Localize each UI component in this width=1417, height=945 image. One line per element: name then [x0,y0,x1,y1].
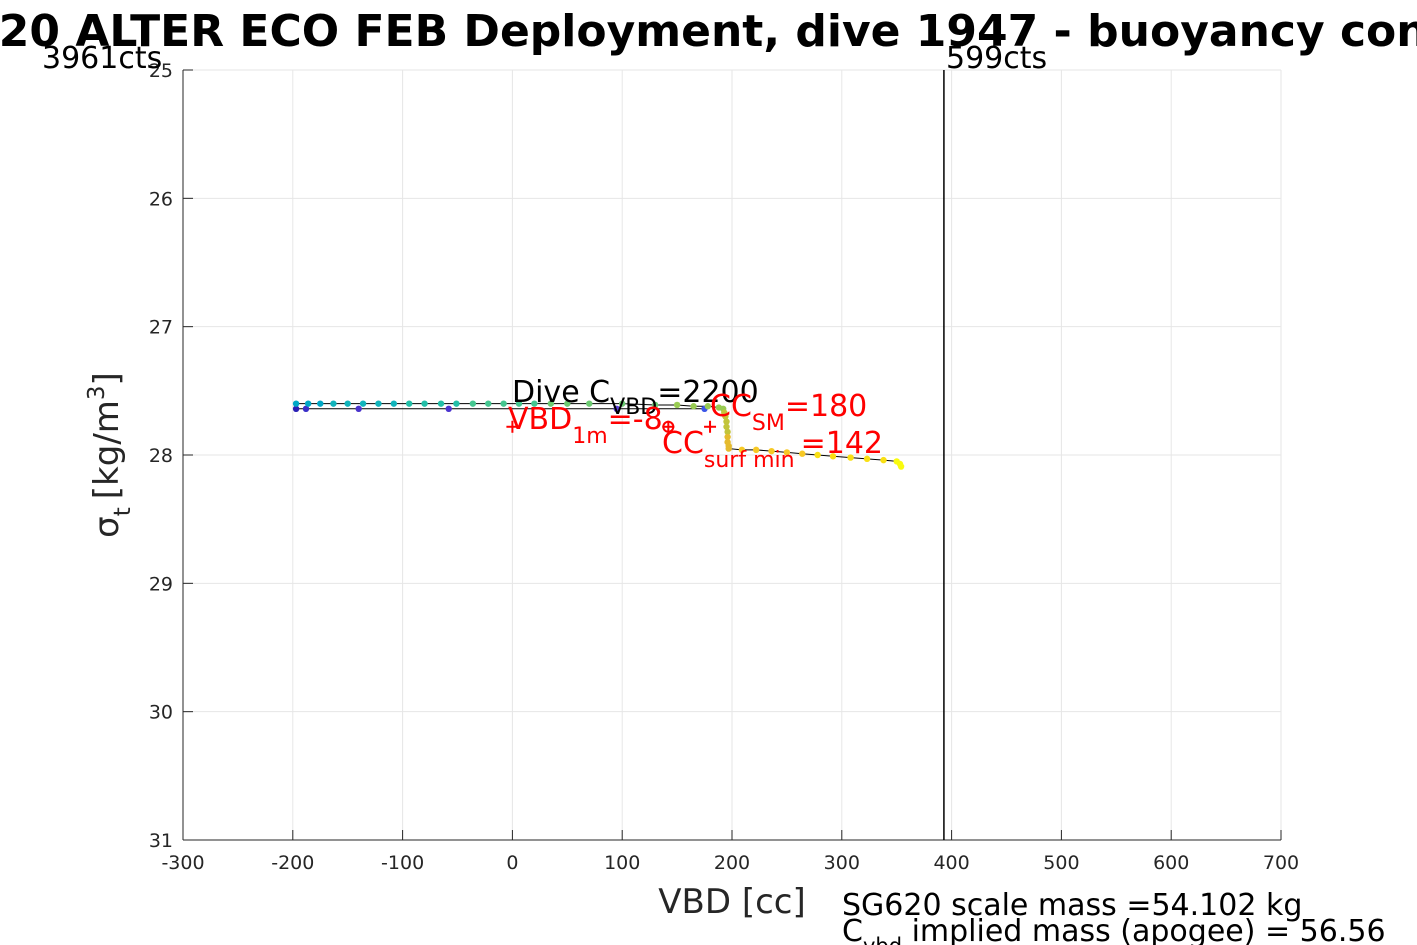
descent-point [355,405,362,412]
y-tick-label: 31 [149,830,173,852]
ascent-point [690,403,697,410]
x-tick-label: 400 [933,852,969,874]
ascent-point [317,400,324,407]
chart-title: SG620 ALTER ECO FEB Deployment, dive 194… [0,6,1417,57]
ascent-point [863,455,871,463]
ascent-point [724,428,731,436]
dive-c-vbd-annotation: Dive CVBD=2200 [512,375,759,420]
ascent-point [390,400,398,407]
ascent-point [724,433,731,441]
ascent-point [304,400,312,407]
ascent-point [783,449,791,456]
ascent-point [897,463,905,470]
x-tick-label: 200 [714,852,750,874]
ascent-point [799,450,806,457]
ascent-point [531,400,538,407]
ascent-point [547,400,555,407]
y-label-sub: t [110,507,136,516]
ascent-point [292,400,300,407]
ascent-point [469,400,477,407]
ascent-point [725,445,732,452]
descent-point [613,405,620,412]
y-tick-label: 29 [149,573,173,595]
ascent-point [375,400,382,407]
ascent-point [722,413,729,420]
ascent-point [723,418,730,425]
data-layer [292,70,945,840]
ascent-point [752,446,760,454]
cc-surf-min-annotation: CCsurf min =142 [662,426,883,473]
descent-point [445,405,452,412]
y-axis-label: σt [kg/m3] [84,372,136,538]
x-tick-label: -200 [271,852,314,874]
y-tick-label: 27 [149,317,173,339]
x-tick-label: 700 [1263,852,1299,874]
svg-text:σt[kg/m3]: σt [kg/m3] [84,372,136,538]
ascent-point [768,447,775,455]
x-tick-label: -300 [161,852,204,874]
ascent-point [330,400,337,407]
vbd-1m-annotation: VBD1m=-8 [508,402,663,449]
ascent-point [619,400,626,407]
ascent-point [437,400,445,407]
ascent-point [485,400,492,407]
cc-sm-annotation: CCSM=180 [710,389,867,436]
ascent-point [500,400,507,407]
y-tick-label: 30 [149,702,173,724]
descent-point [302,405,310,412]
left-limit-label: 3961cts [42,41,162,76]
ascent-point [421,400,428,407]
ascent-point [704,403,712,410]
ascent-point [738,446,746,454]
y-label-units: [kg/m [87,400,127,499]
x-tick-label: 0 [506,852,518,874]
right-limit-label: 599cts [946,41,1047,76]
ascent-point [586,400,593,407]
ascent-point [673,401,681,409]
y-label-close: ] [87,372,127,385]
ascent-point [651,401,659,409]
descent-point [292,405,300,412]
ascent-point [847,454,854,461]
cc-surf-min-cross [662,420,675,433]
grid [182,69,1282,841]
ascent-point [453,400,460,407]
y-label-sigma: σ [87,516,127,538]
y-label-sup: 3 [84,385,110,400]
x-axis-label: VBD [cc] [658,882,806,922]
footer-scale-mass: SG620 scale mass =54.102 kg [842,888,1302,923]
y-tick-label: 25 [149,60,173,82]
y-tick-label: 26 [149,188,173,210]
ascent-point [344,400,351,407]
cc-sm-marker [704,420,717,433]
y-tick-label: 28 [149,445,173,467]
ascent-point [723,423,730,430]
ascent-point [359,400,367,407]
ascent-point [405,400,413,407]
x-tick-label: 300 [824,852,860,874]
ascent-point [880,456,887,464]
vbd-1m-marker [506,420,519,433]
axes: -300 -200 -100 0 100 200 300 400 500 600 700 25 26 27… [149,60,1299,874]
ascent-point [515,400,523,407]
ascent-point [829,453,837,460]
ascent-point [814,451,821,459]
x-tick-label: 500 [1043,852,1079,874]
x-tick-label: 100 [604,852,640,874]
x-tick-label: 600 [1153,852,1189,874]
footer-implied-mass: Cvbd implied mass (apogee) = 56.56 [842,914,1386,945]
x-tick-label: -100 [381,852,424,874]
ascent-point [564,400,571,407]
